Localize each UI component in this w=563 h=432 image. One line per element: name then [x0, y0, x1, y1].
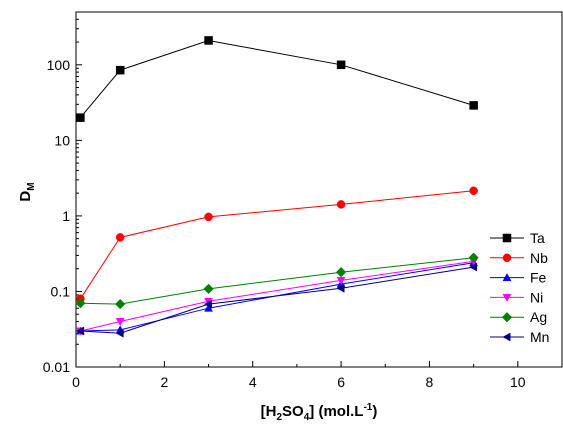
- data-point: [469, 101, 478, 110]
- legend-marker: [501, 312, 513, 323]
- legend-label: Mn: [530, 329, 549, 345]
- data-point: [468, 252, 479, 263]
- data-point: [115, 233, 125, 242]
- series-ni: [75, 257, 479, 336]
- series-line: [80, 266, 474, 334]
- legend-label: Ta: [530, 230, 545, 246]
- legend-label: Ni: [530, 289, 543, 305]
- data-point: [336, 283, 345, 293]
- legend: Ta Nb Fe Ni Ag Mn: [490, 230, 549, 345]
- y-tick-label: 100: [47, 57, 71, 73]
- x-tick-label: 6: [337, 374, 345, 390]
- data-point: [204, 212, 213, 222]
- data-point: [204, 36, 213, 45]
- data-point: [115, 328, 124, 338]
- series-line: [80, 257, 474, 305]
- legend-label: Fe: [530, 270, 547, 286]
- legend-marker: [502, 293, 512, 302]
- legend-item-fe: Fe: [490, 270, 547, 286]
- series-nb: [76, 186, 478, 304]
- data-point: [204, 299, 212, 309]
- series-ta: [76, 36, 478, 122]
- x-tick-label: 2: [160, 374, 168, 390]
- legend-marker: [502, 273, 512, 282]
- legend-item-nb: Nb: [490, 250, 548, 266]
- data-point: [336, 200, 346, 209]
- legend-item-ni: Ni: [490, 289, 543, 305]
- y-tick-label: 0.01: [43, 359, 70, 375]
- data-point: [115, 298, 126, 310]
- series-ag: [75, 252, 479, 310]
- legend-item-ta: Ta: [490, 230, 545, 246]
- series-fe: [75, 258, 479, 335]
- data-point: [75, 326, 84, 336]
- y-tick-label: 1: [62, 208, 70, 224]
- legend-label: Nb: [530, 250, 548, 266]
- data-point: [469, 186, 478, 196]
- plot-border: [75, 11, 563, 368]
- legend-item-ag: Ag: [490, 309, 547, 325]
- data-point: [204, 303, 213, 312]
- x-tick-label: 0: [72, 374, 80, 390]
- data-point: [335, 267, 347, 278]
- x-tick-label: 8: [426, 374, 434, 390]
- plot-area: [75, 11, 563, 368]
- legend-marker: [502, 233, 512, 243]
- legend-marker: [502, 332, 511, 342]
- series-layer: [75, 36, 479, 338]
- legend-item-mn: Mn: [490, 329, 549, 345]
- data-point: [336, 60, 346, 70]
- data-point: [115, 65, 125, 75]
- y-tick-label: 10: [54, 132, 70, 148]
- series-line: [80, 262, 474, 332]
- data-point: [76, 113, 85, 122]
- data-point: [203, 283, 214, 295]
- y-tick-label: 0.1: [51, 283, 71, 299]
- x-axis: 0 2 4 6 8 10: [72, 361, 563, 390]
- data-point: [75, 298, 86, 309]
- series-line: [80, 39, 474, 118]
- series-line: [79, 190, 474, 300]
- series-mn: [75, 262, 478, 338]
- x-tick-label: 10: [510, 374, 526, 390]
- x-tick-label: 4: [249, 374, 257, 390]
- legend-label: Ag: [530, 309, 547, 325]
- legend-marker: [502, 253, 512, 263]
- data-point: [469, 262, 478, 272]
- y-axis: 0.01 0.1 1 10 100: [43, 11, 82, 375]
- x-axis-title: [H2SO4] (mol.L-1): [261, 402, 378, 423]
- y-axis-title: DM: [17, 182, 37, 201]
- data-point: [115, 318, 125, 327]
